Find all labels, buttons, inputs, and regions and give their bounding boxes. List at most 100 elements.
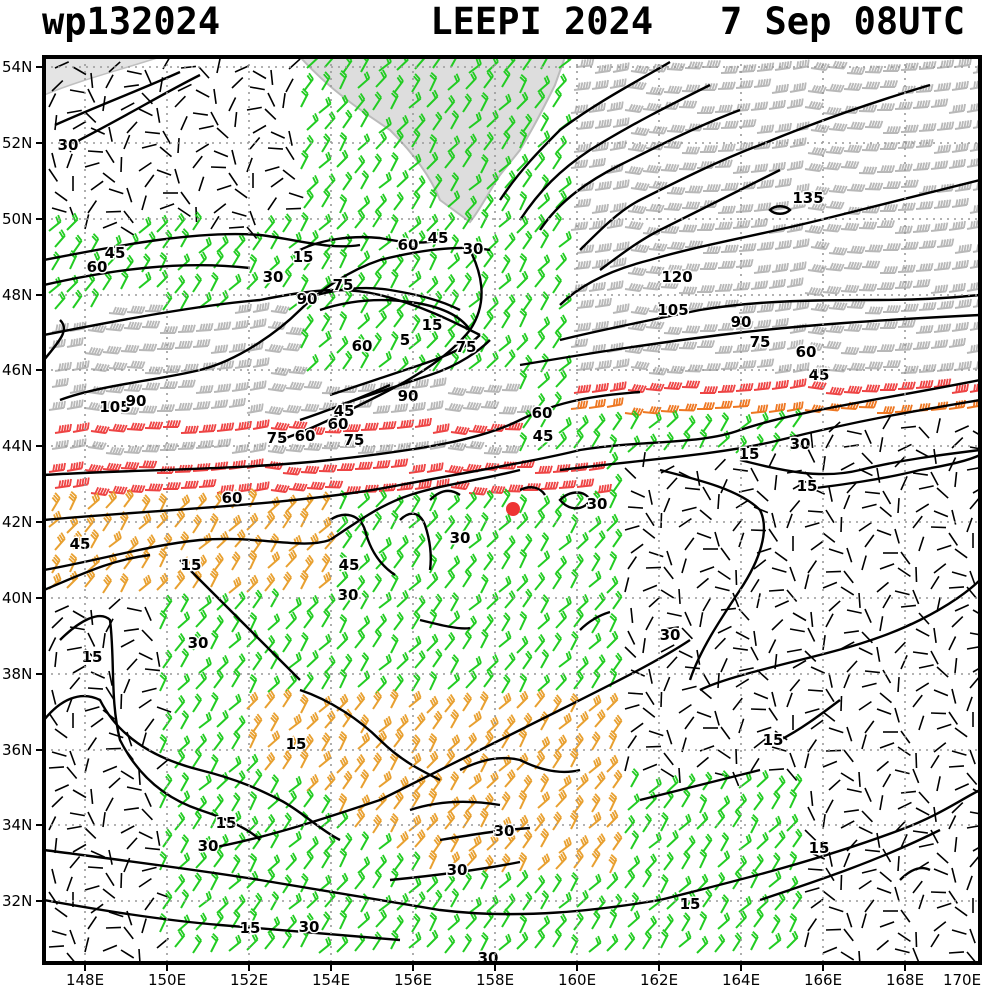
wind-barb [69,139,81,153]
wind-barb [645,86,665,96]
wind-barb [969,383,980,393]
wind-barb [630,126,650,137]
wind-barb [822,760,838,768]
wind-barb [102,944,118,952]
wind-barb [552,570,563,590]
wind-barb [318,936,332,954]
wind-barb [771,83,789,94]
wind-barb [144,366,164,375]
wind-barb [300,88,309,108]
wind-barb [735,569,738,586]
wind-barb [696,470,701,486]
wind-barb [570,569,579,589]
wind-barb [936,238,955,248]
wind-barb [933,742,947,753]
wind-barb [321,188,331,208]
wind-barb [951,197,969,208]
wind-barb [144,606,152,622]
wind-barb [894,101,913,110]
wind-barb [516,332,529,351]
wind-barb [300,632,309,652]
wind-barb [486,234,499,252]
wind-barb [54,907,68,918]
wind-barb [864,899,875,913]
wind-barb [177,735,191,753]
wind-barb [714,159,733,168]
contour-label: 30 [188,634,209,652]
wind-barb [138,161,152,172]
wind-barb [300,150,309,170]
wind-barb [519,913,528,934]
wind-barb [861,868,877,874]
wind-barb [90,717,104,728]
wind-barb [180,65,197,69]
contour-label: 30 [463,240,484,258]
wind-barb [270,421,290,432]
wind-barb [756,412,769,430]
contour-label: 75 [333,276,354,294]
wind-barb [450,771,460,791]
wind-barb [954,906,968,917]
wind-barb [144,897,155,911]
wind-barb [753,738,767,749]
wind-barb [630,305,650,316]
wind-barb [393,790,404,810]
wind-barb [753,791,764,811]
wind-barb [51,251,61,271]
wind-barb [105,210,122,213]
wind-barb [750,869,759,889]
wind-barb [108,485,128,495]
wind-barb [357,491,371,509]
wind-barb [231,149,237,165]
wind-barb [282,404,302,414]
wind-barb [498,155,512,173]
wind-barb [753,264,772,274]
wind-barb [948,586,965,589]
wind-barb [468,897,482,914]
contour-label: 30 [494,822,515,840]
wind-barb [318,633,332,651]
wind-barb [864,491,881,495]
wind-barb [180,425,199,434]
wind-barb [555,190,568,209]
wind-barb [447,796,461,814]
wind-barb [177,852,191,870]
wind-barb [804,286,824,297]
wind-barb [396,115,409,133]
wind-barb [357,670,371,688]
wind-barb [804,100,824,111]
wind-barb [249,380,267,391]
wind-barb [699,688,713,700]
wind-barb [624,646,637,658]
wind-barb [789,850,798,871]
wind-barb [864,361,884,370]
wind-barb [501,254,511,274]
wind-barb [102,172,116,183]
wind-barb [810,540,824,551]
wind-barb [660,812,669,832]
wind-barb [444,872,456,892]
wind-barb [468,773,482,790]
wind-barb [198,712,212,729]
wind-barb [861,555,867,571]
wind-barb [537,674,551,692]
wind-barb [930,526,947,529]
wind-barb [483,193,494,213]
wind-barb [720,65,739,74]
wind-barb [389,813,399,833]
wind-barb [969,570,976,586]
wind-barb [627,266,647,277]
wind-barb [159,251,168,272]
wind-barb [108,423,128,433]
wind-barb [303,251,314,271]
wind-barb [606,513,619,532]
wind-barb [810,611,814,628]
wind-barb [861,682,877,688]
wind-barb [846,726,853,742]
wind-barb [534,465,553,474]
wind-barb [930,754,940,769]
wind-barb [396,170,409,188]
wind-barb [337,463,356,471]
wind-barb [231,381,249,392]
wind-barb [678,100,698,109]
